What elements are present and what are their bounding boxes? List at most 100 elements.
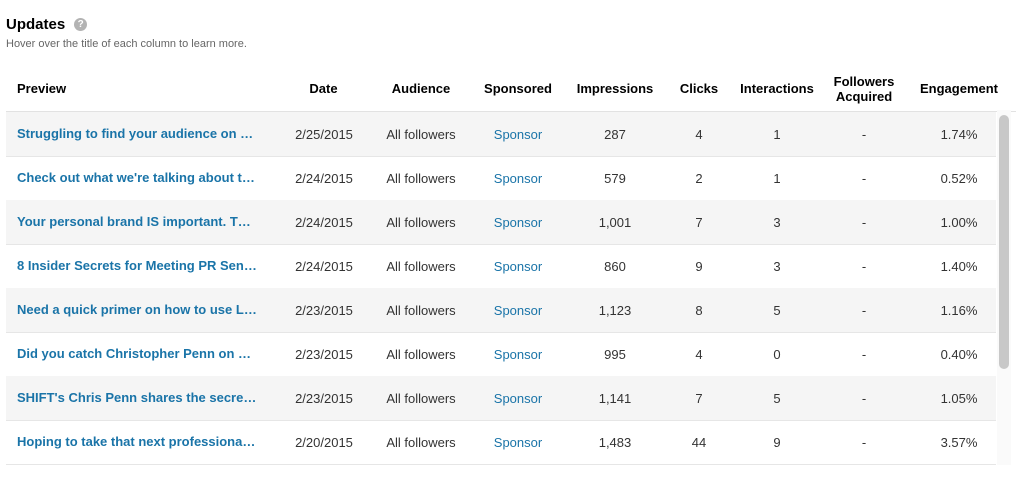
- sponsor-link[interactable]: Sponsor: [493, 170, 543, 186]
- followers-cell: -: [861, 302, 867, 318]
- preview-link[interactable]: Your personal brand IS important. T…: [17, 214, 251, 229]
- column-header-audience[interactable]: Audience: [391, 81, 451, 96]
- sponsor-link[interactable]: Sponsor: [493, 126, 543, 142]
- updates-table: Preview Date Audience Sponsored Impressi…: [6, 66, 1016, 466]
- clicks-cell: 9: [695, 258, 703, 274]
- sponsor-link[interactable]: Sponsor: [493, 346, 543, 362]
- table-header: Preview Date Audience Sponsored Impressi…: [6, 66, 1016, 111]
- impressions-cell: 860: [604, 258, 626, 274]
- impressions-cell: 1,001: [598, 214, 632, 230]
- date-cell: 2/23/2015: [295, 346, 353, 362]
- sponsor-link[interactable]: Sponsor: [493, 390, 543, 406]
- engagement-cell: 1.05%: [940, 390, 978, 406]
- preview-link[interactable]: 8 Insider Secrets for Meeting PR Sen…: [17, 258, 257, 273]
- sponsor-link[interactable]: Sponsor: [493, 214, 543, 230]
- impressions-cell: 1,123: [598, 302, 632, 318]
- date-cell: 2/24/2015: [295, 258, 353, 274]
- interactions-cell: 3: [773, 258, 781, 274]
- date-cell: 2/25/2015: [295, 126, 353, 142]
- followers-cell: -: [861, 258, 867, 274]
- column-header-sponsored[interactable]: Sponsored: [484, 81, 552, 96]
- followers-cell: -: [861, 126, 867, 142]
- interactions-cell: 1: [773, 170, 781, 186]
- interactions-cell: 5: [773, 302, 781, 318]
- followers-cell: -: [861, 214, 867, 230]
- date-cell: 2/23/2015: [295, 302, 353, 318]
- date-cell: 2/24/2015: [295, 170, 353, 186]
- audience-cell: All followers: [386, 434, 456, 450]
- date-cell: 2/23/2015: [295, 390, 353, 406]
- clicks-cell: 4: [695, 126, 703, 142]
- table-row: Did you catch Christopher Penn on … 2/23…: [6, 332, 996, 377]
- table-row: Hoping to take that next professiona… 2/…: [6, 420, 996, 465]
- preview-link[interactable]: SHIFT's Chris Penn shares the secre…: [17, 390, 257, 405]
- engagement-cell: 1.16%: [940, 302, 978, 318]
- audience-cell: All followers: [386, 346, 456, 362]
- column-header-date[interactable]: Date: [309, 81, 338, 96]
- clicks-cell: 7: [695, 214, 703, 230]
- column-header-followers-acquired[interactable]: Followers Acquired: [828, 66, 900, 111]
- date-cell: 2/24/2015: [295, 214, 353, 230]
- interactions-cell: 3: [773, 214, 781, 230]
- followers-cell: -: [861, 434, 867, 450]
- followers-header-line2: Acquired: [835, 88, 893, 104]
- clicks-cell: 7: [695, 390, 703, 406]
- preview-link[interactable]: Struggling to find your audience on …: [17, 126, 254, 141]
- engagement-cell: 1.40%: [940, 258, 978, 274]
- table-row: Need a quick primer on how to use L… 2/2…: [6, 288, 996, 333]
- table-row: Struggling to find your audience on … 2/…: [6, 112, 996, 157]
- column-header-interactions[interactable]: Interactions: [740, 81, 814, 96]
- column-header-impressions[interactable]: Impressions: [576, 81, 654, 96]
- help-icon[interactable]: ?: [74, 18, 88, 31]
- page-title: Updates: [6, 16, 66, 33]
- preview-link[interactable]: Hoping to take that next professiona…: [17, 434, 256, 449]
- impressions-cell: 1,141: [598, 390, 632, 406]
- updates-header: Updates ? Hover over the title of each c…: [6, 16, 247, 50]
- clicks-cell: 8: [695, 302, 703, 318]
- column-header-engagement[interactable]: Engagement: [919, 81, 998, 96]
- followers-header-line1: Followers: [833, 73, 895, 89]
- sponsor-link[interactable]: Sponsor: [493, 258, 543, 274]
- table-row: Your personal brand IS important. T… 2/2…: [6, 200, 996, 245]
- impressions-cell: 1,483: [598, 434, 632, 450]
- engagement-cell: 1.74%: [940, 126, 978, 142]
- followers-cell: -: [861, 346, 867, 362]
- sponsor-link[interactable]: Sponsor: [493, 434, 543, 450]
- table-row: 8 Insider Secrets for Meeting PR Sen… 2/…: [6, 244, 996, 289]
- clicks-cell: 44: [691, 434, 707, 450]
- sponsor-link[interactable]: Sponsor: [493, 302, 543, 318]
- interactions-cell: 1: [773, 126, 781, 142]
- followers-cell: -: [861, 390, 867, 406]
- column-header-clicks[interactable]: Clicks: [679, 81, 719, 96]
- engagement-cell: 3.57%: [940, 434, 978, 450]
- title-row: Updates ?: [6, 16, 247, 33]
- audience-cell: All followers: [386, 302, 456, 318]
- date-cell: 2/20/2015: [295, 434, 353, 450]
- preview-link[interactable]: Check out what we're talking about t…: [17, 170, 255, 185]
- impressions-cell: 287: [604, 126, 626, 142]
- audience-cell: All followers: [386, 390, 456, 406]
- audience-cell: All followers: [386, 126, 456, 142]
- engagement-cell: 1.00%: [940, 214, 978, 230]
- followers-cell: -: [861, 170, 867, 186]
- engagement-cell: 0.40%: [940, 346, 978, 362]
- audience-cell: All followers: [386, 214, 456, 230]
- table-body: Struggling to find your audience on … 2/…: [6, 111, 1016, 466]
- interactions-cell: 0: [773, 346, 781, 362]
- engagement-cell: 0.52%: [940, 170, 978, 186]
- interactions-cell: 9: [773, 434, 781, 450]
- scrollbar-thumb[interactable]: [999, 115, 1009, 369]
- clicks-cell: 2: [695, 170, 703, 186]
- table-row: SHIFT's Chris Penn shares the secre… 2/2…: [6, 376, 996, 421]
- column-header-preview[interactable]: Preview: [17, 81, 67, 96]
- preview-link[interactable]: Need a quick primer on how to use L…: [17, 302, 257, 317]
- audience-cell: All followers: [386, 170, 456, 186]
- clicks-cell: 4: [695, 346, 703, 362]
- interactions-cell: 5: [773, 390, 781, 406]
- page-subtitle: Hover over the title of each column to l…: [6, 38, 247, 50]
- table-row: Check out what we're talking about t… 2/…: [6, 156, 996, 201]
- impressions-cell: 579: [604, 170, 626, 186]
- audience-cell: All followers: [386, 258, 456, 274]
- impressions-cell: 995: [604, 346, 626, 362]
- preview-link[interactable]: Did you catch Christopher Penn on …: [17, 346, 252, 361]
